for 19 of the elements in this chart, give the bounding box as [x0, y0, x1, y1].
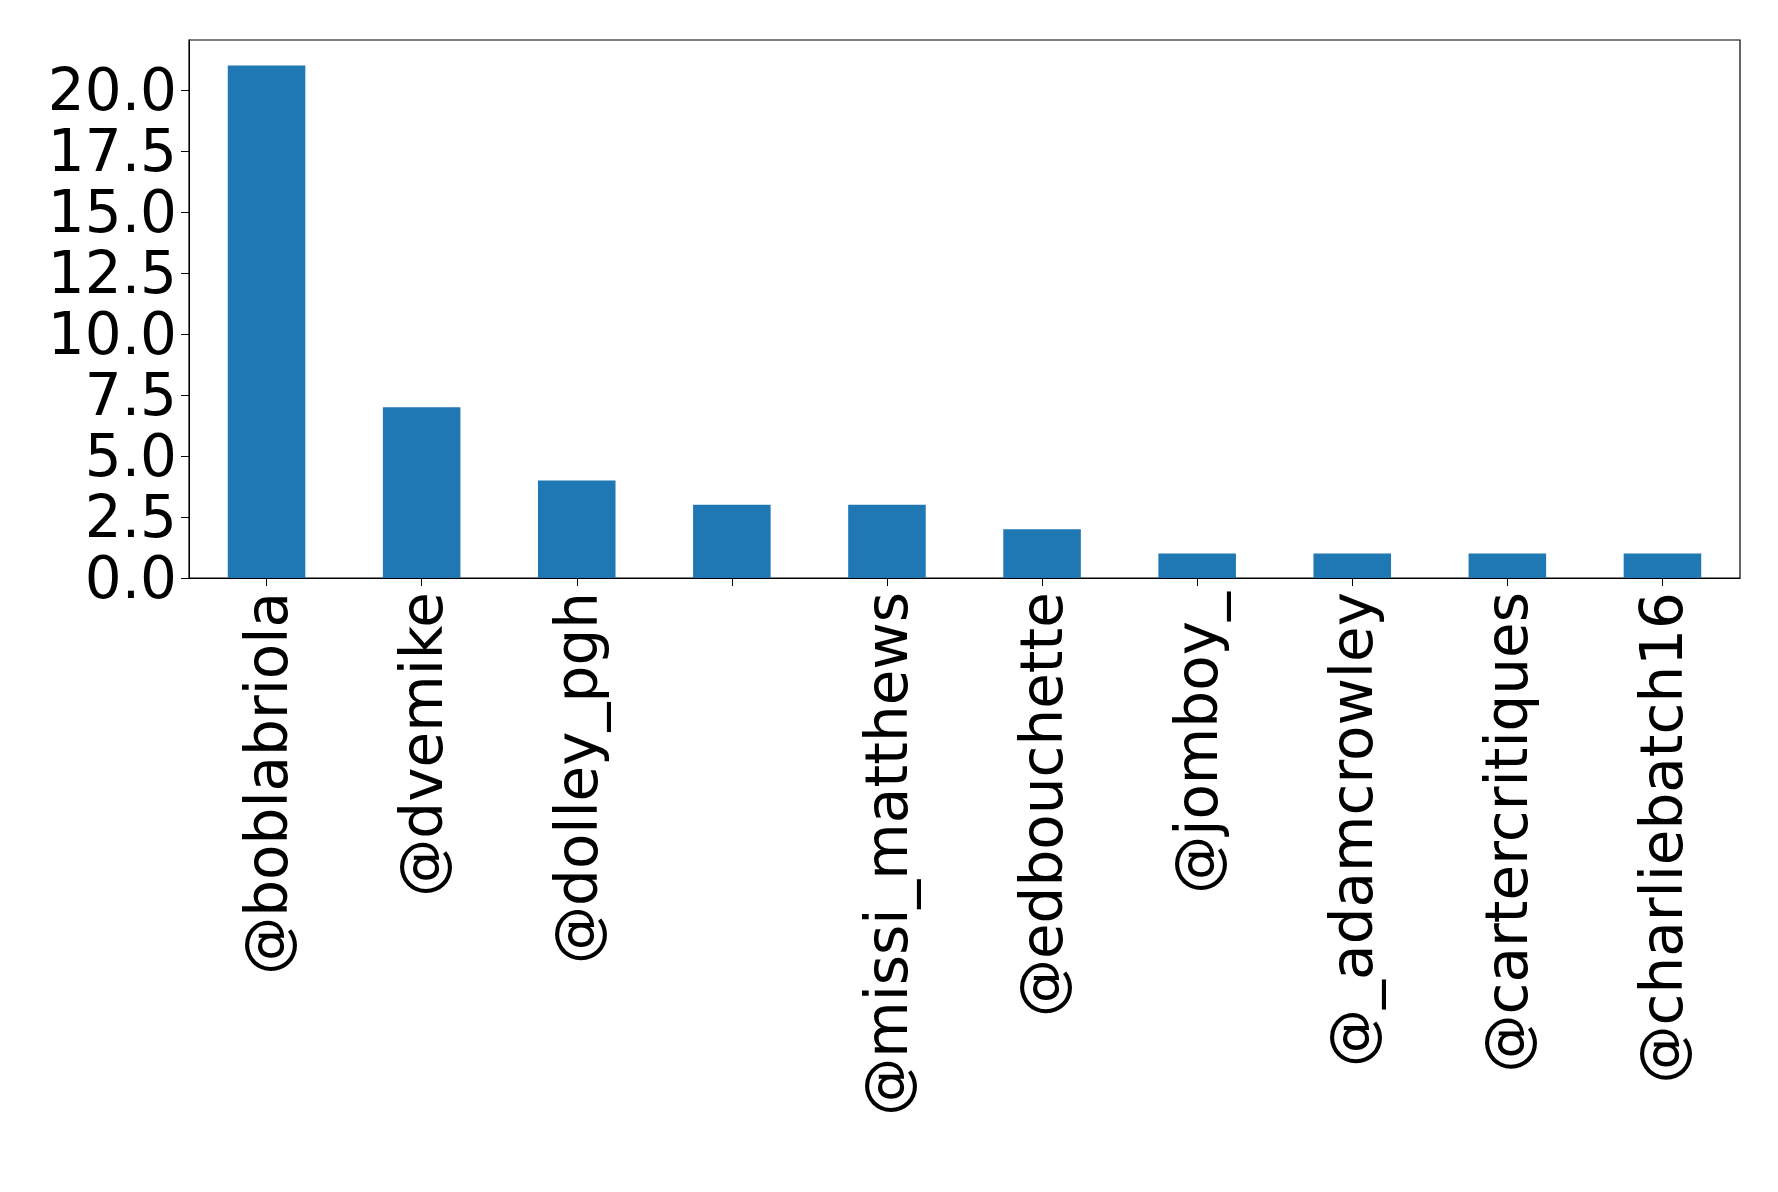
bar — [848, 504, 926, 578]
bar — [1468, 553, 1547, 578]
bar — [1623, 553, 1702, 578]
x-tick-label: @cartercritiques — [1473, 592, 1542, 1073]
x-tick-label: @dolley_pgh — [542, 592, 611, 964]
x-tick-label: @charliebatch16 — [1628, 592, 1697, 1084]
x-tick-label: @edbouchette — [1008, 592, 1077, 1018]
bar — [382, 407, 461, 578]
x-tick-label: @_adamcrowley — [1318, 592, 1387, 1067]
bar — [1158, 553, 1236, 578]
x-tick-label: @dvemike — [387, 592, 456, 897]
bar — [227, 65, 306, 578]
x-tick-label: @missi_matthews — [852, 592, 921, 1116]
x-tick-label: @jomboy_ — [1163, 591, 1232, 894]
bar — [693, 504, 771, 578]
x-tick-label: @boblabriola — [232, 592, 301, 975]
bar — [537, 480, 616, 578]
bar — [1003, 529, 1081, 578]
bar — [1313, 553, 1392, 578]
